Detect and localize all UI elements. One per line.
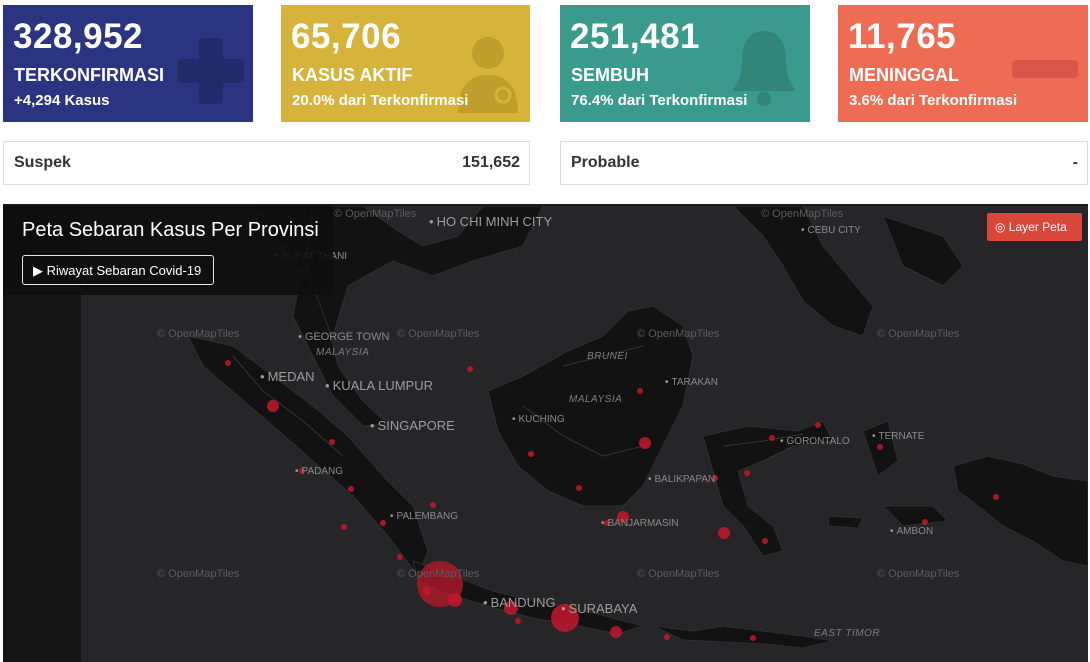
city-label: MEDAN xyxy=(260,369,315,384)
map-title: Peta Sebaran Kasus Per Provinsi xyxy=(22,219,319,241)
active-percentage: 20.0% dari Terkonfirmasi xyxy=(292,92,469,109)
layer-button[interactable]: ◎ Layer Peta xyxy=(987,213,1082,241)
probable-label: Probable xyxy=(571,154,640,171)
city-label: BANJARMASIN xyxy=(601,518,679,529)
confirmed-delta: +4,294 Kasus xyxy=(14,92,110,109)
bell-icon xyxy=(732,31,796,106)
map-credit: © OpenMapTiles xyxy=(334,208,417,220)
map-credit: © OpenMapTiles xyxy=(761,208,844,220)
active-label: KASUS AKTIF xyxy=(292,65,413,85)
doctor-icon xyxy=(458,37,518,113)
stat-card-deaths: 11,765 MENINGGAL 3.6% dari Terkonfirmasi xyxy=(838,5,1088,122)
city-label: SURABAYA xyxy=(561,601,638,616)
confirmed-label: TERKONFIRMASI xyxy=(14,65,164,85)
map-credit: © OpenMapTiles xyxy=(397,328,480,340)
suspect-box: Suspek 151,652 xyxy=(3,141,530,185)
stat-card-confirmed: 328,952 TERKONFIRMASI +4,294 Kasus xyxy=(3,5,253,122)
recovered-percentage: 76.4% dari Terkonfirmasi xyxy=(571,92,748,109)
history-button-label: ▶ Riwayat Sebaran Covid-19 xyxy=(33,263,202,278)
deaths-percentage: 3.6% dari Terkonfirmasi xyxy=(849,92,1018,109)
city-label: KUALA LUMPUR xyxy=(325,378,433,393)
city-label: PALEMBANG xyxy=(390,511,459,522)
city-label: TERNATE xyxy=(872,431,925,442)
probable-value: - xyxy=(1072,154,1078,171)
city-label: BANDUNG xyxy=(483,595,556,610)
map-title-panel: Peta Sebaran Kasus Per Provinsi ▶ Riwaya… xyxy=(3,206,333,295)
probable-box: Probable - xyxy=(560,141,1088,185)
layer-button-label: ◎ Layer Peta xyxy=(995,220,1067,234)
minus-icon xyxy=(1012,60,1078,78)
map-credit: © OpenMapTiles xyxy=(637,568,720,580)
city-label: HO CHI MINH CITY xyxy=(429,214,553,229)
city-label: GORONTALO xyxy=(780,436,850,447)
plus-icon xyxy=(178,38,244,104)
map-credit: © OpenMapTiles xyxy=(397,568,480,580)
recovered-count: 251,481 xyxy=(570,17,701,56)
map-credit: © OpenMapTiles xyxy=(877,328,960,340)
country-label: BRUNEI xyxy=(587,351,628,362)
map-credit: © OpenMapTiles xyxy=(157,568,240,580)
city-label: GEORGE TOWN xyxy=(298,331,390,343)
map-credit: © OpenMapTiles xyxy=(877,568,960,580)
suspect-label: Suspek xyxy=(14,154,71,171)
stat-card-recovered: 251,481 SEMBUH 76.4% dari Terkonfirmasi xyxy=(560,5,810,122)
city-label: BALIKPAPAN xyxy=(648,474,716,485)
city-label: AMBON xyxy=(890,526,934,537)
city-label: TARAKAN xyxy=(665,377,719,388)
city-label: SINGAPORE xyxy=(370,418,455,433)
country-label: MALAYSIA xyxy=(569,394,623,405)
recovered-label: SEMBUH xyxy=(571,65,650,85)
history-button[interactable]: ▶ Riwayat Sebaran Covid-19 xyxy=(22,255,214,285)
stat-card-active: 65,706 KASUS AKTIF 20.0% dari Terkonfirm… xyxy=(281,5,530,122)
map-credit: © OpenMapTiles xyxy=(157,328,240,340)
suspect-value: 151,652 xyxy=(462,154,520,171)
city-label: KUCHING xyxy=(512,414,565,425)
country-label: MALAYSIA xyxy=(316,347,370,358)
city-label: PADANG xyxy=(295,466,344,477)
deaths-count: 11,765 xyxy=(848,17,957,56)
map-credit: © OpenMapTiles xyxy=(637,328,720,340)
city-label: CEBU CITY xyxy=(801,225,861,236)
confirmed-count: 328,952 xyxy=(13,17,144,56)
map-landmasses xyxy=(187,206,1088,649)
province-map[interactable]: © OpenMapTiles © OpenMapTiles © OpenMapT… xyxy=(3,204,1088,662)
country-label: EAST TIMOR xyxy=(814,628,881,639)
deaths-label: MENINGGAL xyxy=(849,65,959,85)
active-count: 65,706 xyxy=(291,17,402,56)
